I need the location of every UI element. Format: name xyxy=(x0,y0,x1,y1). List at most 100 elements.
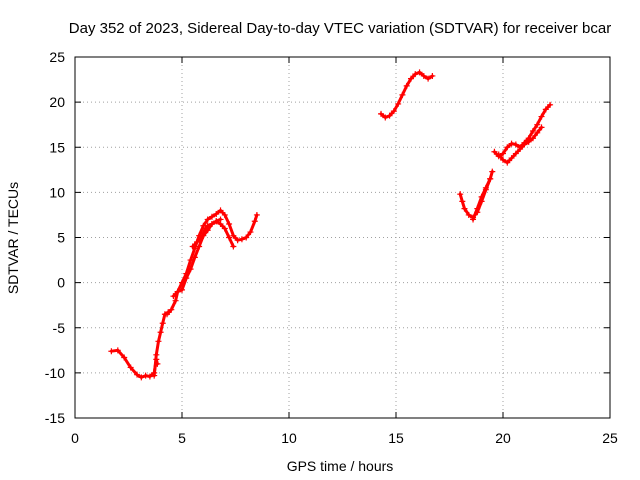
data-point xyxy=(191,254,198,261)
data-point xyxy=(495,151,502,158)
data-point xyxy=(168,306,175,313)
data-point xyxy=(390,108,397,115)
data-point xyxy=(208,220,215,227)
data-point xyxy=(221,211,228,218)
data-point xyxy=(470,216,477,223)
data-point xyxy=(500,150,506,157)
y-tick-label: -5 xyxy=(53,320,66,336)
data-point xyxy=(382,114,389,121)
data-point xyxy=(508,155,515,162)
data-point xyxy=(153,351,160,358)
x-tick-label: 25 xyxy=(602,430,618,446)
chart-title: Day 352 of 2023, Sidereal Day-to-day VTE… xyxy=(69,20,611,37)
data-point xyxy=(134,371,141,378)
data-point xyxy=(429,72,436,79)
data-point xyxy=(172,297,179,304)
x-tick-label: 5 xyxy=(178,430,186,446)
data-point xyxy=(425,75,432,82)
data-point xyxy=(226,220,233,227)
data-segment xyxy=(189,216,224,250)
data-trace xyxy=(379,70,434,119)
data-point xyxy=(253,211,260,218)
data-point xyxy=(157,329,164,336)
data-point xyxy=(474,205,481,212)
data-point xyxy=(193,239,200,246)
data-point xyxy=(183,275,190,282)
data-point xyxy=(251,218,258,225)
y-tick-label: 15 xyxy=(49,139,65,155)
data-point xyxy=(517,146,524,153)
data-point xyxy=(504,159,511,166)
data-point xyxy=(487,175,494,182)
data-point xyxy=(529,128,536,135)
data-point xyxy=(534,121,541,128)
data-point xyxy=(151,372,158,379)
data-point xyxy=(420,72,427,79)
data-layer xyxy=(108,69,554,381)
data-point xyxy=(542,106,549,113)
data-point xyxy=(108,348,115,355)
data-point xyxy=(187,266,194,273)
y-tick-label: 20 xyxy=(49,94,65,110)
data-segment xyxy=(151,309,172,379)
data-point xyxy=(159,320,166,327)
data-point xyxy=(174,288,181,295)
x-tick-label: 0 xyxy=(71,430,79,446)
data-point xyxy=(386,112,393,119)
data-point xyxy=(198,234,205,241)
data-point xyxy=(465,211,472,218)
data-point xyxy=(217,207,224,214)
data-point xyxy=(189,243,196,250)
data-point xyxy=(247,229,254,236)
data-trace xyxy=(109,348,159,379)
x-tick-label: 10 xyxy=(281,430,297,446)
y-tick-label: 10 xyxy=(49,184,65,200)
data-point xyxy=(512,141,519,148)
y-tick-label: 0 xyxy=(57,275,65,291)
data-point xyxy=(238,236,245,243)
data-point xyxy=(230,243,237,250)
data-point xyxy=(547,101,554,108)
data-point xyxy=(213,218,220,225)
y-tick-label: -15 xyxy=(45,410,65,426)
data-point xyxy=(529,135,536,142)
data-point xyxy=(459,198,466,205)
data-point xyxy=(508,140,515,147)
data-point xyxy=(217,216,224,223)
y-axis-label: SDTVAR / TECUs xyxy=(5,182,21,294)
data-point xyxy=(142,372,149,379)
data-point xyxy=(114,347,121,354)
data-segment xyxy=(491,101,554,160)
data-point xyxy=(525,138,532,145)
y-tick-label: 5 xyxy=(57,230,65,246)
y-tick-label: 25 xyxy=(49,49,65,65)
data-point xyxy=(234,237,241,244)
grid xyxy=(75,57,610,418)
data-point xyxy=(489,168,496,175)
data-segment xyxy=(378,69,436,121)
data-point xyxy=(491,148,498,155)
x-tick-label: 15 xyxy=(388,430,404,446)
data-point xyxy=(243,234,250,241)
data-point xyxy=(204,222,211,229)
data-point xyxy=(407,75,414,82)
data-point xyxy=(208,213,215,220)
data-point xyxy=(179,286,185,293)
data-point xyxy=(146,373,153,380)
data-point xyxy=(121,354,128,361)
data-trace xyxy=(152,310,170,378)
y-tick-label: -10 xyxy=(45,365,65,381)
data-point xyxy=(461,205,468,212)
data-point xyxy=(200,229,207,236)
data-point xyxy=(155,338,162,345)
data-point xyxy=(478,193,485,200)
data-point xyxy=(213,211,220,218)
data-segment xyxy=(470,175,494,223)
data-segment xyxy=(495,124,545,166)
data-point xyxy=(399,91,406,98)
data-point xyxy=(457,191,464,198)
x-axis-label: GPS time / hours xyxy=(287,458,394,474)
data-point xyxy=(538,124,545,131)
data-point xyxy=(412,71,419,78)
data-point xyxy=(395,100,402,107)
